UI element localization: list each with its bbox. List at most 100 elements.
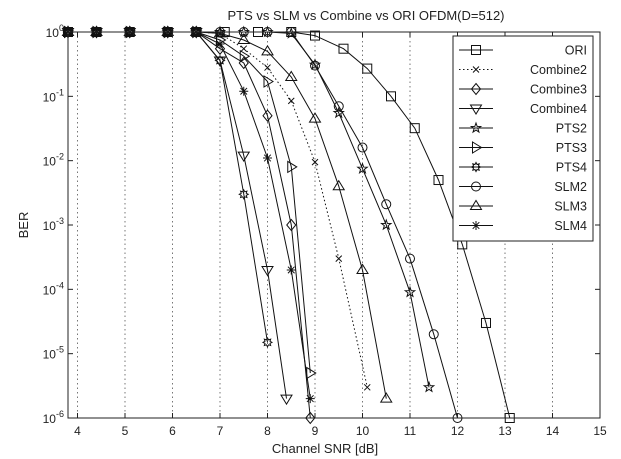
series-line-slm2 <box>68 31 458 419</box>
legend-marker <box>469 104 483 115</box>
data-point-slm3 <box>308 112 322 123</box>
series-group <box>61 25 515 425</box>
series-line-ori <box>68 31 511 419</box>
data-point-slm2 <box>310 60 320 71</box>
data-point-combine2 <box>335 255 343 262</box>
legend-marker <box>469 199 483 210</box>
axes: 4 5 6 7 8 9 10 11 12 13 14 15 100 10-1 10-2 10-3 10-4 10-… <box>43 23 607 438</box>
series-line-combine3 <box>68 31 311 419</box>
series-line-pts3 <box>68 31 311 374</box>
data-point-pts3 <box>287 160 298 174</box>
x-tick-label: 7 <box>217 424 224 438</box>
legend-marker <box>472 141 483 154</box>
y-tick-label: 100 <box>46 23 64 40</box>
data-point-combine3 <box>262 109 273 122</box>
legend-item: PTS4 <box>459 161 587 175</box>
data-point-pts3 <box>263 75 274 88</box>
data-point-slm4 <box>263 153 272 163</box>
data-point-pts3 <box>239 49 251 63</box>
data-point-combine4 <box>280 394 293 406</box>
y-tick-label: 10-1 <box>43 87 64 104</box>
data-point-slm3 <box>379 392 393 403</box>
data-point-slm2 <box>405 253 415 264</box>
legend-item: ORI <box>459 44 587 58</box>
data-point-combine2 <box>287 97 295 105</box>
legend-label: PTS4 <box>556 161 587 175</box>
y-tick-label: 10-5 <box>43 345 64 362</box>
data-point-combine2 <box>363 383 371 391</box>
data-point-combine3 <box>305 411 316 425</box>
x-tick-label: 4 <box>74 424 81 438</box>
x-tick-label: 10 <box>356 424 370 438</box>
series-line-combine2 <box>68 31 368 388</box>
chart-title: PTS vs SLM vs Combine vs ORI OFDM(D=512) <box>227 8 504 23</box>
data-point-slm3 <box>261 44 274 56</box>
legend-marker <box>471 181 481 192</box>
data-point-ori <box>338 43 349 54</box>
x-tick-label: 8 <box>264 424 271 438</box>
data-point-slm3 <box>332 179 346 191</box>
x-tick-label: 12 <box>451 424 465 438</box>
legend: ORI Combine2 Combine3 Combine4 PTS2 PTS3 PTS4 S… <box>452 35 594 242</box>
data-point-slm3 <box>356 263 369 274</box>
legend-label: SLM4 <box>554 219 587 233</box>
series-combine4 <box>61 28 293 406</box>
data-point-combine2 <box>311 158 319 166</box>
data-point-ori <box>310 30 320 41</box>
data-point-ori <box>409 123 420 134</box>
data-point-slm2 <box>428 329 439 340</box>
legend-label: PTS3 <box>556 141 587 155</box>
data-point-combine4 <box>237 151 251 163</box>
x-tick-label: 11 <box>404 424 417 438</box>
y-axis-label: BER <box>16 212 31 239</box>
series-pts3 <box>64 25 317 380</box>
legend-marker <box>471 221 481 230</box>
legend-marker <box>470 161 482 173</box>
data-point-combine2 <box>264 64 271 71</box>
legend-label: SLM2 <box>554 180 587 194</box>
legend-item: SLM4 <box>459 219 587 233</box>
x-tick-label: 6 <box>169 424 176 438</box>
x-axis-label: Channel SNR [dB] <box>272 441 378 456</box>
data-point-combine3 <box>286 218 297 232</box>
series-combine3 <box>62 25 316 425</box>
data-point-slm2 <box>357 142 368 153</box>
legend-item: SLM3 <box>459 200 587 214</box>
legend-label: Combine4 <box>530 102 587 116</box>
data-point-slm2 <box>333 101 344 112</box>
legend-item: SLM2 <box>459 180 587 194</box>
data-point-pts2 <box>356 162 369 174</box>
legend-marker <box>471 45 481 55</box>
y-tick-label: 10-4 <box>43 280 64 297</box>
legend-item: Combine4 <box>459 102 587 116</box>
y-tick-label: 10-2 <box>43 152 64 169</box>
data-point-combine4 <box>261 265 274 277</box>
data-point-ori <box>386 91 396 102</box>
data-point-pts2 <box>380 218 393 231</box>
legend-label: Combine3 <box>530 83 587 97</box>
x-tick-label: 13 <box>498 424 512 438</box>
x-tick-label: 14 <box>546 424 560 438</box>
data-point-pts4 <box>238 188 250 200</box>
series-slm4 <box>63 27 315 404</box>
series-slm2 <box>63 27 463 423</box>
legend-marker <box>470 82 482 96</box>
data-point-combine2 <box>240 45 248 53</box>
data-point-slm4 <box>239 86 249 96</box>
data-point-pts3 <box>306 366 317 380</box>
data-point-pts2 <box>403 285 417 298</box>
legend-marker <box>469 121 483 134</box>
y-tick-label: 10-6 <box>43 409 64 426</box>
data-point-ori <box>362 63 373 74</box>
legend-label: SLM3 <box>554 200 587 214</box>
x-tick-label: 15 <box>593 424 607 438</box>
data-point-ori <box>433 175 444 186</box>
series-line-combine4 <box>68 31 287 399</box>
series-ori <box>63 27 515 423</box>
legend-item: PTS2 <box>459 122 587 136</box>
series-line-slm3 <box>68 31 387 399</box>
data-point-pts4 <box>214 54 226 67</box>
legend-item: PTS3 <box>459 141 587 155</box>
legend-label: PTS2 <box>556 122 587 136</box>
